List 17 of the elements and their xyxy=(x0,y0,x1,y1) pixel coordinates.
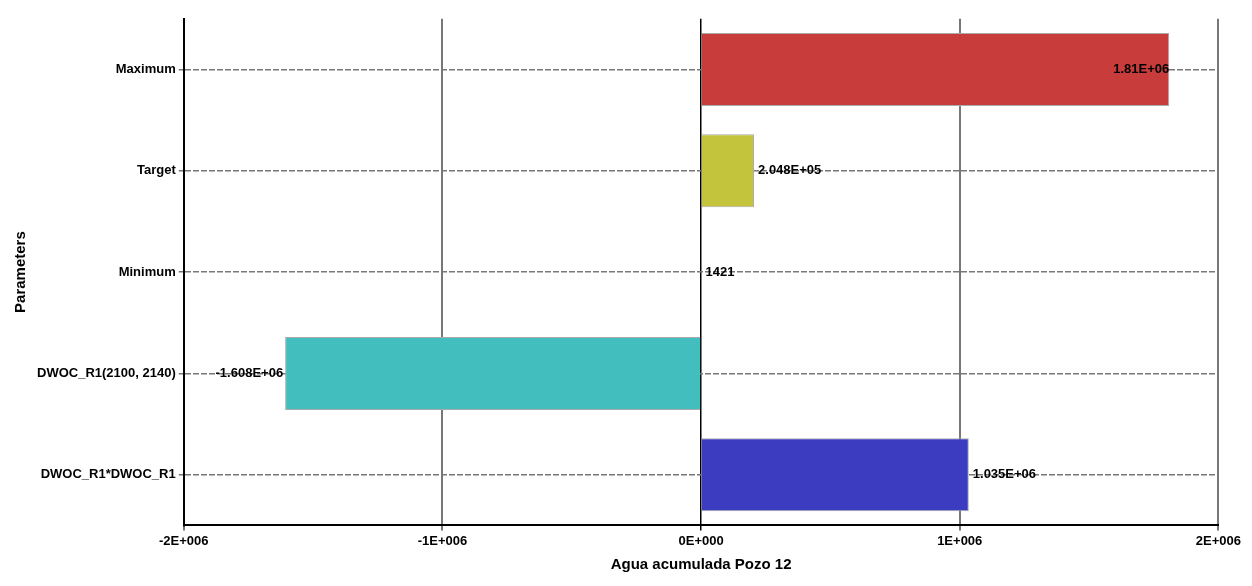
x-tick-label: 0E+000 xyxy=(678,532,724,548)
x-axis-title: Agua acumulada Pozo 12 xyxy=(610,555,792,573)
data-label: 2.048E+05 xyxy=(758,162,822,178)
x-tick-label: 1E+006 xyxy=(937,532,983,548)
data-label: 1.81E+06 xyxy=(1113,61,1170,77)
x-tick-label: -2E+006 xyxy=(158,532,209,548)
y-tick-label: DWOC_R1(2100, 2140) xyxy=(36,365,176,380)
data-label: -1.608E+06 xyxy=(215,365,284,380)
x-tick-label: 2E+006 xyxy=(1195,532,1241,548)
data-label: 1.035E+06 xyxy=(972,466,1037,482)
y-tick-label: Target xyxy=(136,162,177,178)
data-label: 1421 xyxy=(705,263,735,279)
y-axis-title: Parameters xyxy=(11,231,29,313)
y-tick-label: Minimum xyxy=(118,263,176,279)
y-tick-label: Maximum xyxy=(115,61,176,77)
y-tick-label: DWOC_R1*DWOC_R1 xyxy=(40,466,176,482)
x-tick-label: -1E+006 xyxy=(417,532,468,548)
